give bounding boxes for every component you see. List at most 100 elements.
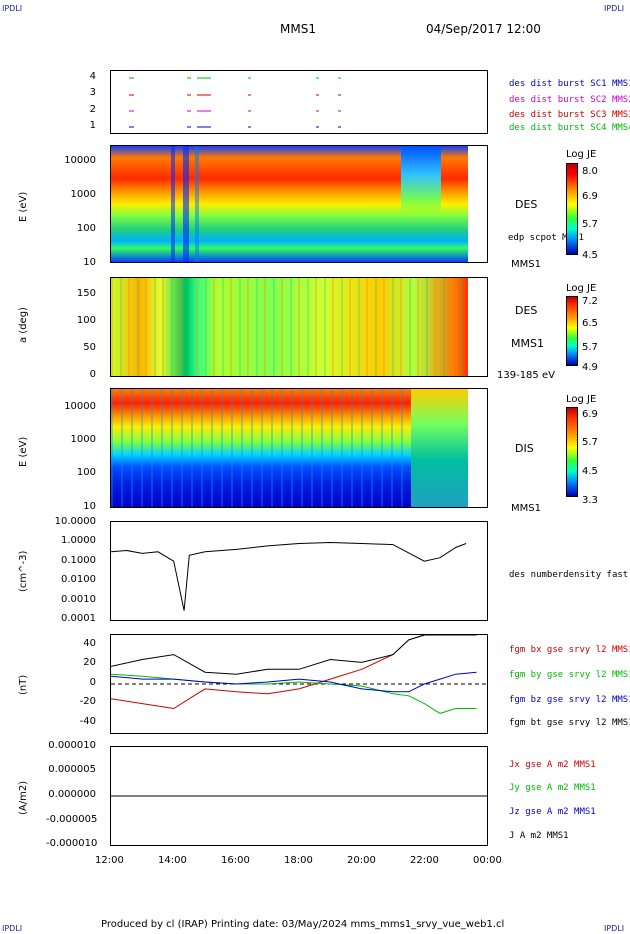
density-plot	[111, 541, 467, 611]
bz-series-line	[111, 671, 477, 693]
overlay-label: edp scpot MMS1	[508, 233, 584, 243]
x-tick: 22:00	[410, 855, 439, 866]
colorbar-title: Log JE	[566, 394, 597, 405]
y-tick: 1000	[70, 434, 96, 445]
current-panel	[110, 746, 488, 846]
legend-entry: Jx gse A m2 MMS1	[509, 760, 596, 770]
y-tick: 2	[89, 104, 96, 115]
y-tick: 0.000005	[48, 764, 96, 775]
corner-label: IPDLI	[604, 4, 625, 13]
corner-label: IPDLI	[2, 4, 23, 13]
y-tick: 0.0010	[61, 594, 96, 605]
current-plot	[111, 795, 487, 797]
burst-panel	[110, 70, 488, 134]
spacecraft-title: MMS1	[280, 22, 316, 36]
corner-label: IPDLI	[604, 924, 625, 933]
density-panel	[110, 521, 488, 621]
colorbar-title: Log JE	[566, 149, 597, 160]
y-tick: 0	[89, 677, 96, 688]
y-tick: 10	[83, 501, 96, 512]
x-tick: 00:00	[473, 855, 502, 866]
legend-entry: Jz gse A m2 MMS1	[509, 807, 596, 817]
spectrogram-image	[111, 389, 468, 507]
y-tick: 0.000010	[48, 740, 96, 751]
y-tick: -0.000010	[46, 838, 98, 849]
colorbar-tick: 5.7	[582, 437, 598, 448]
spectrogram-image	[111, 278, 468, 376]
bt-series-line	[111, 635, 477, 675]
date-title: 04/Sep/2017 12:00	[426, 22, 541, 36]
y-tick: -40	[79, 716, 96, 727]
colorbar-tick: 4.5	[582, 250, 598, 261]
y-tick: 3	[89, 87, 96, 98]
y-tick: 10.0000	[54, 516, 96, 527]
legend-entry: J A m2 MMS1	[509, 831, 569, 841]
y-tick: 10000	[64, 155, 96, 166]
y-tick: 0.0001	[61, 613, 96, 624]
y-tick: 40	[83, 638, 96, 649]
colorbar-title: Log JE	[566, 283, 597, 294]
colorbar	[566, 296, 578, 366]
instrument-label: DIS	[515, 442, 534, 455]
y-tick: 4	[89, 71, 96, 82]
colorbar-tick: 4.5	[582, 466, 598, 477]
bx-series-line	[111, 635, 477, 710]
y-tick: 150	[76, 288, 96, 299]
y-tick: 0.0100	[61, 574, 96, 585]
legend-entry: fgm bx gse srvy l2 MMS1	[509, 645, 630, 655]
instrument-label: DES	[515, 304, 538, 317]
spacecraft-label: MMS1	[511, 337, 544, 350]
y-tick: 0	[89, 369, 96, 380]
y-tick: -0.000005	[46, 814, 98, 825]
colorbar-tick: 3.3	[582, 495, 598, 506]
x-tick: 20:00	[347, 855, 376, 866]
legend-entry: des dist burst SC1 MMS1	[509, 79, 630, 89]
des-pitch-panel	[110, 277, 488, 377]
y-axis-label: (A/m2)	[18, 780, 29, 815]
legend-entry: des dist burst SC4 MMS4	[509, 123, 630, 133]
spectrogram-image	[401, 146, 441, 216]
colorbar-tick: 6.5	[582, 318, 598, 329]
bfield-plot	[111, 635, 487, 714]
y-tick: -20	[79, 696, 96, 707]
burst-plot	[129, 77, 341, 128]
legend-entry: Jy gse A m2 MMS1	[509, 783, 596, 793]
y-axis-label: (cm^-3)	[18, 550, 29, 592]
spacecraft-label: MMS1	[511, 503, 541, 514]
density-series-line	[111, 541, 467, 611]
y-tick: 1.0000	[61, 535, 96, 546]
spectrogram-image	[411, 389, 468, 507]
colorbar-tick: 7.2	[582, 296, 598, 307]
y-tick: 100	[76, 467, 96, 478]
y-tick: 10	[83, 257, 96, 268]
y-tick: 20	[83, 657, 96, 668]
y-tick: 1	[89, 120, 96, 131]
x-tick: 18:00	[284, 855, 313, 866]
bfield-panel	[110, 634, 488, 734]
colorbar-tick: 6.9	[582, 191, 598, 202]
legend-entry: des dist burst SC2 MMS2	[509, 95, 630, 105]
y-tick: 10000	[64, 401, 96, 412]
colorbar	[566, 163, 578, 255]
y-axis-label: a (deg)	[18, 307, 29, 343]
footer-text: Produced by cl (IRAP) Printing date: 03/…	[101, 919, 505, 930]
y-axis-label: E (eV)	[18, 191, 29, 222]
energy-range-label: 139-185 eV	[497, 370, 555, 381]
legend-entry: des dist burst SC3 MMS3	[509, 110, 630, 120]
colorbar-tick: 6.9	[582, 409, 598, 420]
y-tick: 50	[83, 342, 96, 353]
x-tick: 16:00	[221, 855, 250, 866]
y-axis-label: (nT)	[18, 674, 29, 695]
colorbar	[566, 407, 578, 497]
colorbar-tick: 8.0	[582, 166, 598, 177]
corner-label: IPDLI	[2, 924, 23, 933]
colorbar-tick: 4.9	[582, 362, 598, 373]
y-axis-label: E (eV)	[18, 436, 29, 467]
y-tick: 100	[76, 223, 96, 234]
y-tick: 0.000000	[48, 789, 96, 800]
legend-entry: des numberdensity fast M	[509, 570, 630, 580]
instrument-label: DES	[515, 198, 538, 211]
legend-entry: fgm bz gse srvy l2 MMS1	[509, 695, 630, 705]
x-tick: 14:00	[158, 855, 187, 866]
y-tick: 0.1000	[61, 555, 96, 566]
